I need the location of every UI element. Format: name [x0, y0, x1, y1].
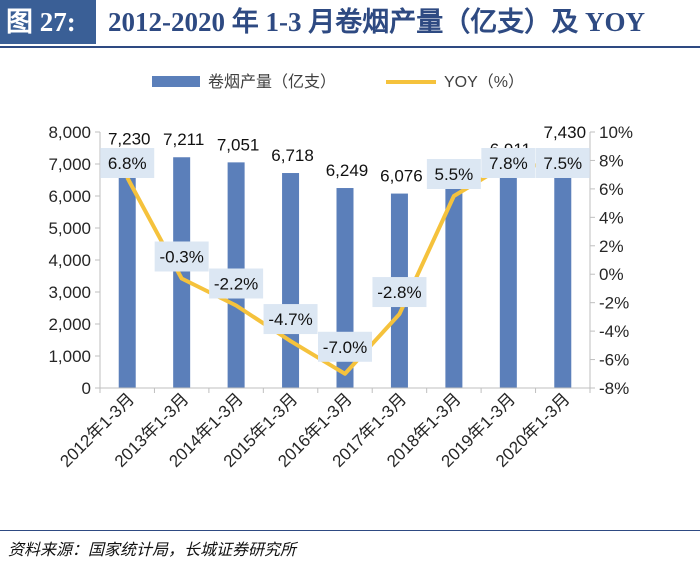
right-axis-tick-label: 4% — [599, 208, 624, 227]
figure-label: 图 27: — [0, 0, 96, 44]
bar-value-label: 6,718 — [271, 146, 314, 165]
yoy-label: 6.8% — [100, 148, 155, 178]
yoy-label-box — [100, 148, 155, 178]
yoy-label-box — [209, 268, 264, 299]
yoy-label-text: 5.5% — [435, 165, 474, 184]
legend-swatch-bar — [152, 76, 200, 87]
yoy-label-text: 7.8% — [489, 154, 528, 173]
figure-title: 2012-2020 年 1-3 月卷烟产量（亿支）及 YOY — [108, 7, 645, 37]
header-rule — [0, 46, 700, 48]
bar — [173, 157, 191, 388]
right-axis-tick-label: -8% — [599, 379, 629, 398]
bar — [445, 182, 463, 388]
chart: 卷烟产量（亿支） YOY（%） 0 1,000 2,000 3,000 4,000 5,00… — [48, 73, 633, 471]
left-axis-tick-label: 8,000 — [48, 123, 91, 142]
right-axis: -8% -6% -4% -2% 0% 2% 4% 6% 8% 10% — [589, 123, 633, 398]
right-axis-tick-label: 2% — [599, 237, 624, 256]
yoy-label: -2.8% — [372, 277, 427, 308]
right-axis-tick-label: 0% — [599, 265, 624, 284]
yoy-label: -7.0% — [318, 331, 372, 362]
bar-value-label: 7,430 — [544, 123, 587, 142]
yoy-label: 7.8% — [481, 148, 536, 178]
yoy-labels: 6.8% -0.3% -2.2% -4.7% -7.0% -2.8% 5.5% 7.8% 7.5… — [100, 148, 590, 362]
yoy-label: -4.7% — [263, 304, 318, 335]
figure-header: 图 27: 2012-2020 年 1-3 月卷烟产量（亿支）及 YOY — [0, 0, 700, 50]
right-axis-tick-label: 10% — [599, 123, 633, 142]
right-axis-tick-label: 8% — [599, 151, 624, 170]
left-axis-tick-label: 0 — [82, 379, 91, 398]
bar-value-label: 6,076 — [380, 167, 423, 186]
left-axis-tick-label: 5,000 — [48, 219, 91, 238]
legend-label-line: YOY（%） — [444, 73, 524, 91]
yoy-label-text: 7.5% — [543, 154, 582, 173]
bar — [499, 166, 517, 388]
yoy-label-box — [535, 148, 590, 178]
yoy-label-text: -2.2% — [214, 275, 258, 294]
left-axis-tick-label: 1,000 — [48, 347, 91, 366]
right-axis-tick-label: -4% — [599, 322, 629, 341]
left-axis-tick-label: 3,000 — [48, 283, 91, 302]
bar-value-labels: 7,2307,2117,0516,7186,2496,0766,4116,911… — [108, 123, 586, 185]
yoy-label-text: -2.8% — [377, 283, 421, 302]
left-axis-tick-label: 7,000 — [48, 155, 91, 174]
left-axis: 0 1,000 2,000 3,000 4,000 5,000 6,000 7,000 8,00… — [48, 123, 101, 398]
yoy-label-box — [372, 277, 427, 308]
bar-value-label: 7,211 — [163, 130, 204, 149]
left-axis-tick-label: 6,000 — [48, 187, 91, 206]
bar-value-label: 7,051 — [217, 135, 260, 154]
yoy-label-box — [263, 304, 318, 335]
yoy-label-text: -7.0% — [323, 338, 367, 357]
yoy-label: 5.5% — [426, 159, 481, 189]
yoy-label-box — [426, 159, 481, 189]
bar-value-label: 6,249 — [326, 161, 369, 180]
bar — [282, 173, 300, 388]
x-axis: 2012年1-3月2013年1-3月2014年1-3月2015年1-3月2016… — [56, 387, 591, 471]
right-axis-tick-label: -2% — [599, 294, 629, 313]
yoy-label-text: -0.3% — [159, 247, 203, 266]
bar-value-label: 7,230 — [108, 130, 151, 149]
bar — [118, 156, 136, 388]
yoy-label-box — [154, 241, 209, 272]
legend: 卷烟产量（亿支） YOY（%） — [152, 73, 524, 91]
legend-label-bar: 卷烟产量（亿支） — [208, 73, 336, 91]
bar — [554, 150, 572, 388]
left-axis-tick-label: 2,000 — [48, 315, 91, 334]
right-axis-tick-label: 6% — [599, 180, 624, 199]
yoy-label: -2.2% — [209, 268, 264, 299]
yoy-label: 7.5% — [535, 148, 590, 178]
yoy-label: -0.3% — [154, 241, 209, 272]
yoy-label-text: 6.8% — [108, 154, 147, 173]
source-note: 资料来源：国家统计局，长城证券研究所 — [8, 542, 297, 559]
left-axis-tick-label: 4,000 — [48, 251, 91, 270]
yoy-label-text: -4.7% — [268, 310, 312, 329]
footer-rule — [0, 530, 700, 531]
yoy-label-box — [481, 148, 536, 178]
right-axis-tick-label: -6% — [599, 351, 629, 370]
yoy-label-box — [318, 331, 372, 362]
